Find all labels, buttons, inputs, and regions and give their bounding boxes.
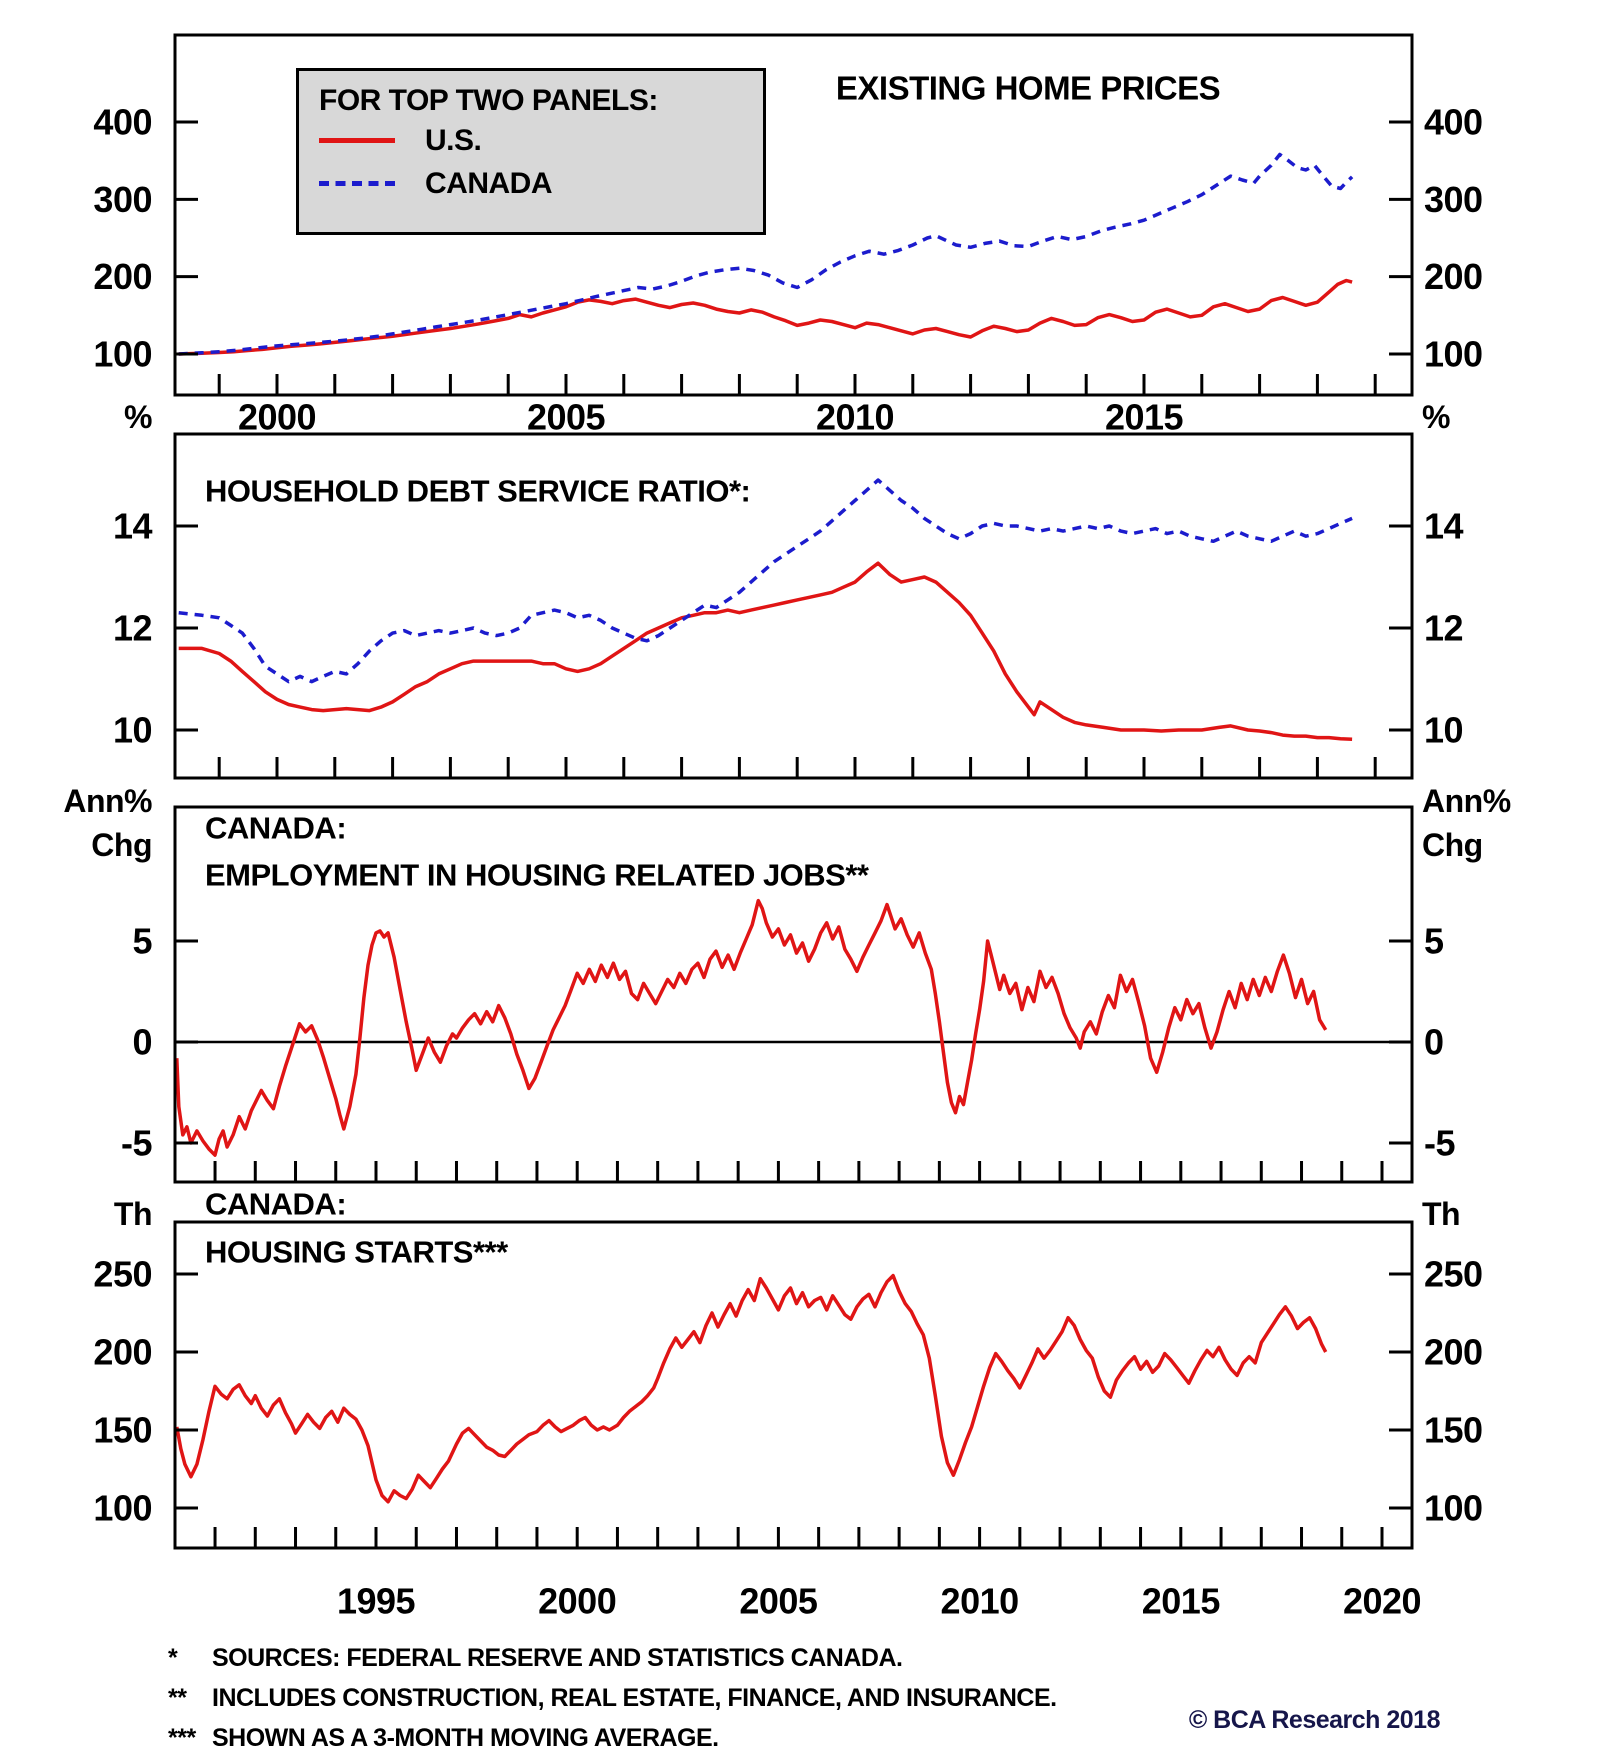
footnote-marker-3: *** [168, 1724, 196, 1752]
footnote-text-1: SOURCES: FEDERAL RESERVE AND STATISTICS … [212, 1644, 903, 1672]
y-tick-label-left: 150 [93, 1410, 152, 1451]
footnote-includes: ** INCLUDES CONSTRUCTION, REAL ESTATE, F… [168, 1684, 1408, 1713]
y-tick-label-right: 5 [1424, 921, 1444, 962]
y-tick-label-right: -5 [1424, 1123, 1455, 1164]
y-tick-label-right: 400 [1424, 102, 1483, 143]
y-tick-label-left: -5 [121, 1123, 152, 1164]
y-axis-unit-left: % [124, 399, 152, 435]
x-year-label: 2010 [816, 397, 894, 438]
x-year-label: 1995 [337, 1581, 416, 1622]
panel-border [173, 432, 1414, 780]
panel-border [173, 805, 1414, 1184]
panel-title: HOUSEHOLD DEBT SERVICE RATIO*: [205, 474, 750, 509]
y-tick-label-right: 300 [1424, 179, 1483, 220]
legend-label-us: U.S. [425, 123, 482, 157]
footnote-marker-2: ** [168, 1684, 187, 1712]
x-year-label: 2020 [1343, 1581, 1421, 1622]
panel-border [173, 33, 1414, 397]
housing-starts-canada-housing-starts-line [175, 1273, 1328, 1504]
panel-title: CANADA: [205, 1187, 346, 1222]
y-tick-label-right: 14 [1424, 506, 1464, 547]
y-tick-label-right: 100 [1424, 334, 1483, 375]
x-year-label: 2000 [538, 1581, 616, 1622]
canada-line-sample-icon [319, 181, 395, 186]
employment-housing-jobs-canada-employment-line [175, 898, 1328, 1157]
x-year-label: 2010 [941, 1581, 1019, 1622]
x-year-label: 2005 [739, 1581, 818, 1622]
y-tick-label-left: 5 [132, 921, 152, 962]
legend-label-canada: CANADA [425, 166, 553, 200]
home-prices-u-s--line [178, 278, 1353, 356]
panel-housing-starts: 100 100 150 150 200 200 250 250 1995 2000 2005 2010… [93, 1187, 1483, 1622]
y-tick-label-right: 12 [1424, 608, 1463, 649]
y-tick-label-left: 100 [93, 334, 152, 375]
footnote-sources: * SOURCES: FEDERAL RESERVE AND STATISTIC… [168, 1644, 1408, 1673]
legend-item-us: U.S. [319, 119, 763, 162]
footnote-text-3: SHOWN AS A 3-MONTH MOVING AVERAGE. [212, 1724, 719, 1752]
y-axis-unit-left: Th [114, 1196, 152, 1232]
y-axis-unit-left: Ann% [63, 783, 152, 819]
debt-service-ratio-canada-line [178, 478, 1353, 684]
y-tick-label-left: 10 [113, 710, 152, 751]
x-year-label: 2015 [1105, 397, 1184, 438]
y-tick-label-right: 100 [1424, 1488, 1483, 1529]
copyright-notice: © BCA Research 2018 [1188, 1706, 1441, 1734]
panel-home-prices: 100 100 200 200 300 300 400 400 2000 2005 2010 2015… [93, 33, 1483, 438]
y-tick-label-left: 100 [93, 1488, 152, 1529]
y-tick-label-right: 10 [1424, 710, 1463, 751]
y-tick-label-left: 12 [113, 608, 152, 649]
y-tick-label-left: 300 [93, 179, 152, 220]
y-tick-label-left: 14 [113, 506, 153, 547]
debt-service-ratio-u-s--line [178, 561, 1353, 741]
y-tick-label-left: 250 [93, 1254, 152, 1295]
y-tick-label-right: 200 [1424, 256, 1483, 297]
legend-item-canada: CANADA [319, 162, 763, 205]
panel-employment-housing-jobs: -5 -5 0 0 5 5 Ann% Ann% Chg Chg CANADA: EMPLOYMENT … [63, 783, 1511, 1184]
panel-title: HOUSING STARTS*** [205, 1235, 509, 1270]
y-axis-unit-right: Chg [1422, 827, 1483, 863]
y-tick-label-left: 200 [93, 1332, 152, 1373]
y-axis-unit-right: Ann% [1422, 783, 1511, 819]
panel-title: EMPLOYMENT IN HOUSING RELATED JOBS** [205, 858, 870, 893]
y-axis-unit-left: Chg [91, 827, 152, 863]
y-tick-label-right: 0 [1424, 1022, 1444, 1063]
us-line-sample-icon [319, 138, 395, 143]
y-tick-label-left: 200 [93, 256, 152, 297]
panel-title: EXISTING HOME PRICES [836, 70, 1220, 107]
footnotes: * SOURCES: FEDERAL RESERVE AND STATISTIC… [168, 1644, 1408, 1758]
y-tick-label-right: 150 [1424, 1410, 1483, 1451]
x-year-label: 2005 [527, 397, 606, 438]
x-year-label: 2015 [1142, 1581, 1221, 1622]
x-year-label: 2000 [238, 397, 316, 438]
y-axis-unit-right: Th [1422, 1196, 1460, 1232]
panel-debt-service-ratio: 10 10 12 12 14 14% % HOUSEHOLD DEBT SERVICE RAT… [113, 399, 1464, 780]
legend-box: FOR TOP TWO PANELS: U.S. CANADA [296, 68, 766, 235]
footnote-moving-average: *** SHOWN AS A 3-MONTH MOVING AVERAGE. [168, 1724, 1408, 1753]
y-tick-label-left: 400 [93, 102, 152, 143]
footnote-text-2: INCLUDES CONSTRUCTION, REAL ESTATE, FINA… [212, 1684, 1057, 1712]
panel-border [173, 1220, 1414, 1550]
y-tick-label-right: 250 [1424, 1254, 1483, 1295]
panel-title: CANADA: [205, 811, 346, 846]
y-tick-label-right: 200 [1424, 1332, 1483, 1373]
footnote-marker-1: * [168, 1644, 178, 1672]
legend-title: FOR TOP TWO PANELS: [319, 84, 658, 117]
y-axis-unit-right: % [1422, 399, 1450, 435]
y-tick-label-left: 0 [132, 1022, 152, 1063]
